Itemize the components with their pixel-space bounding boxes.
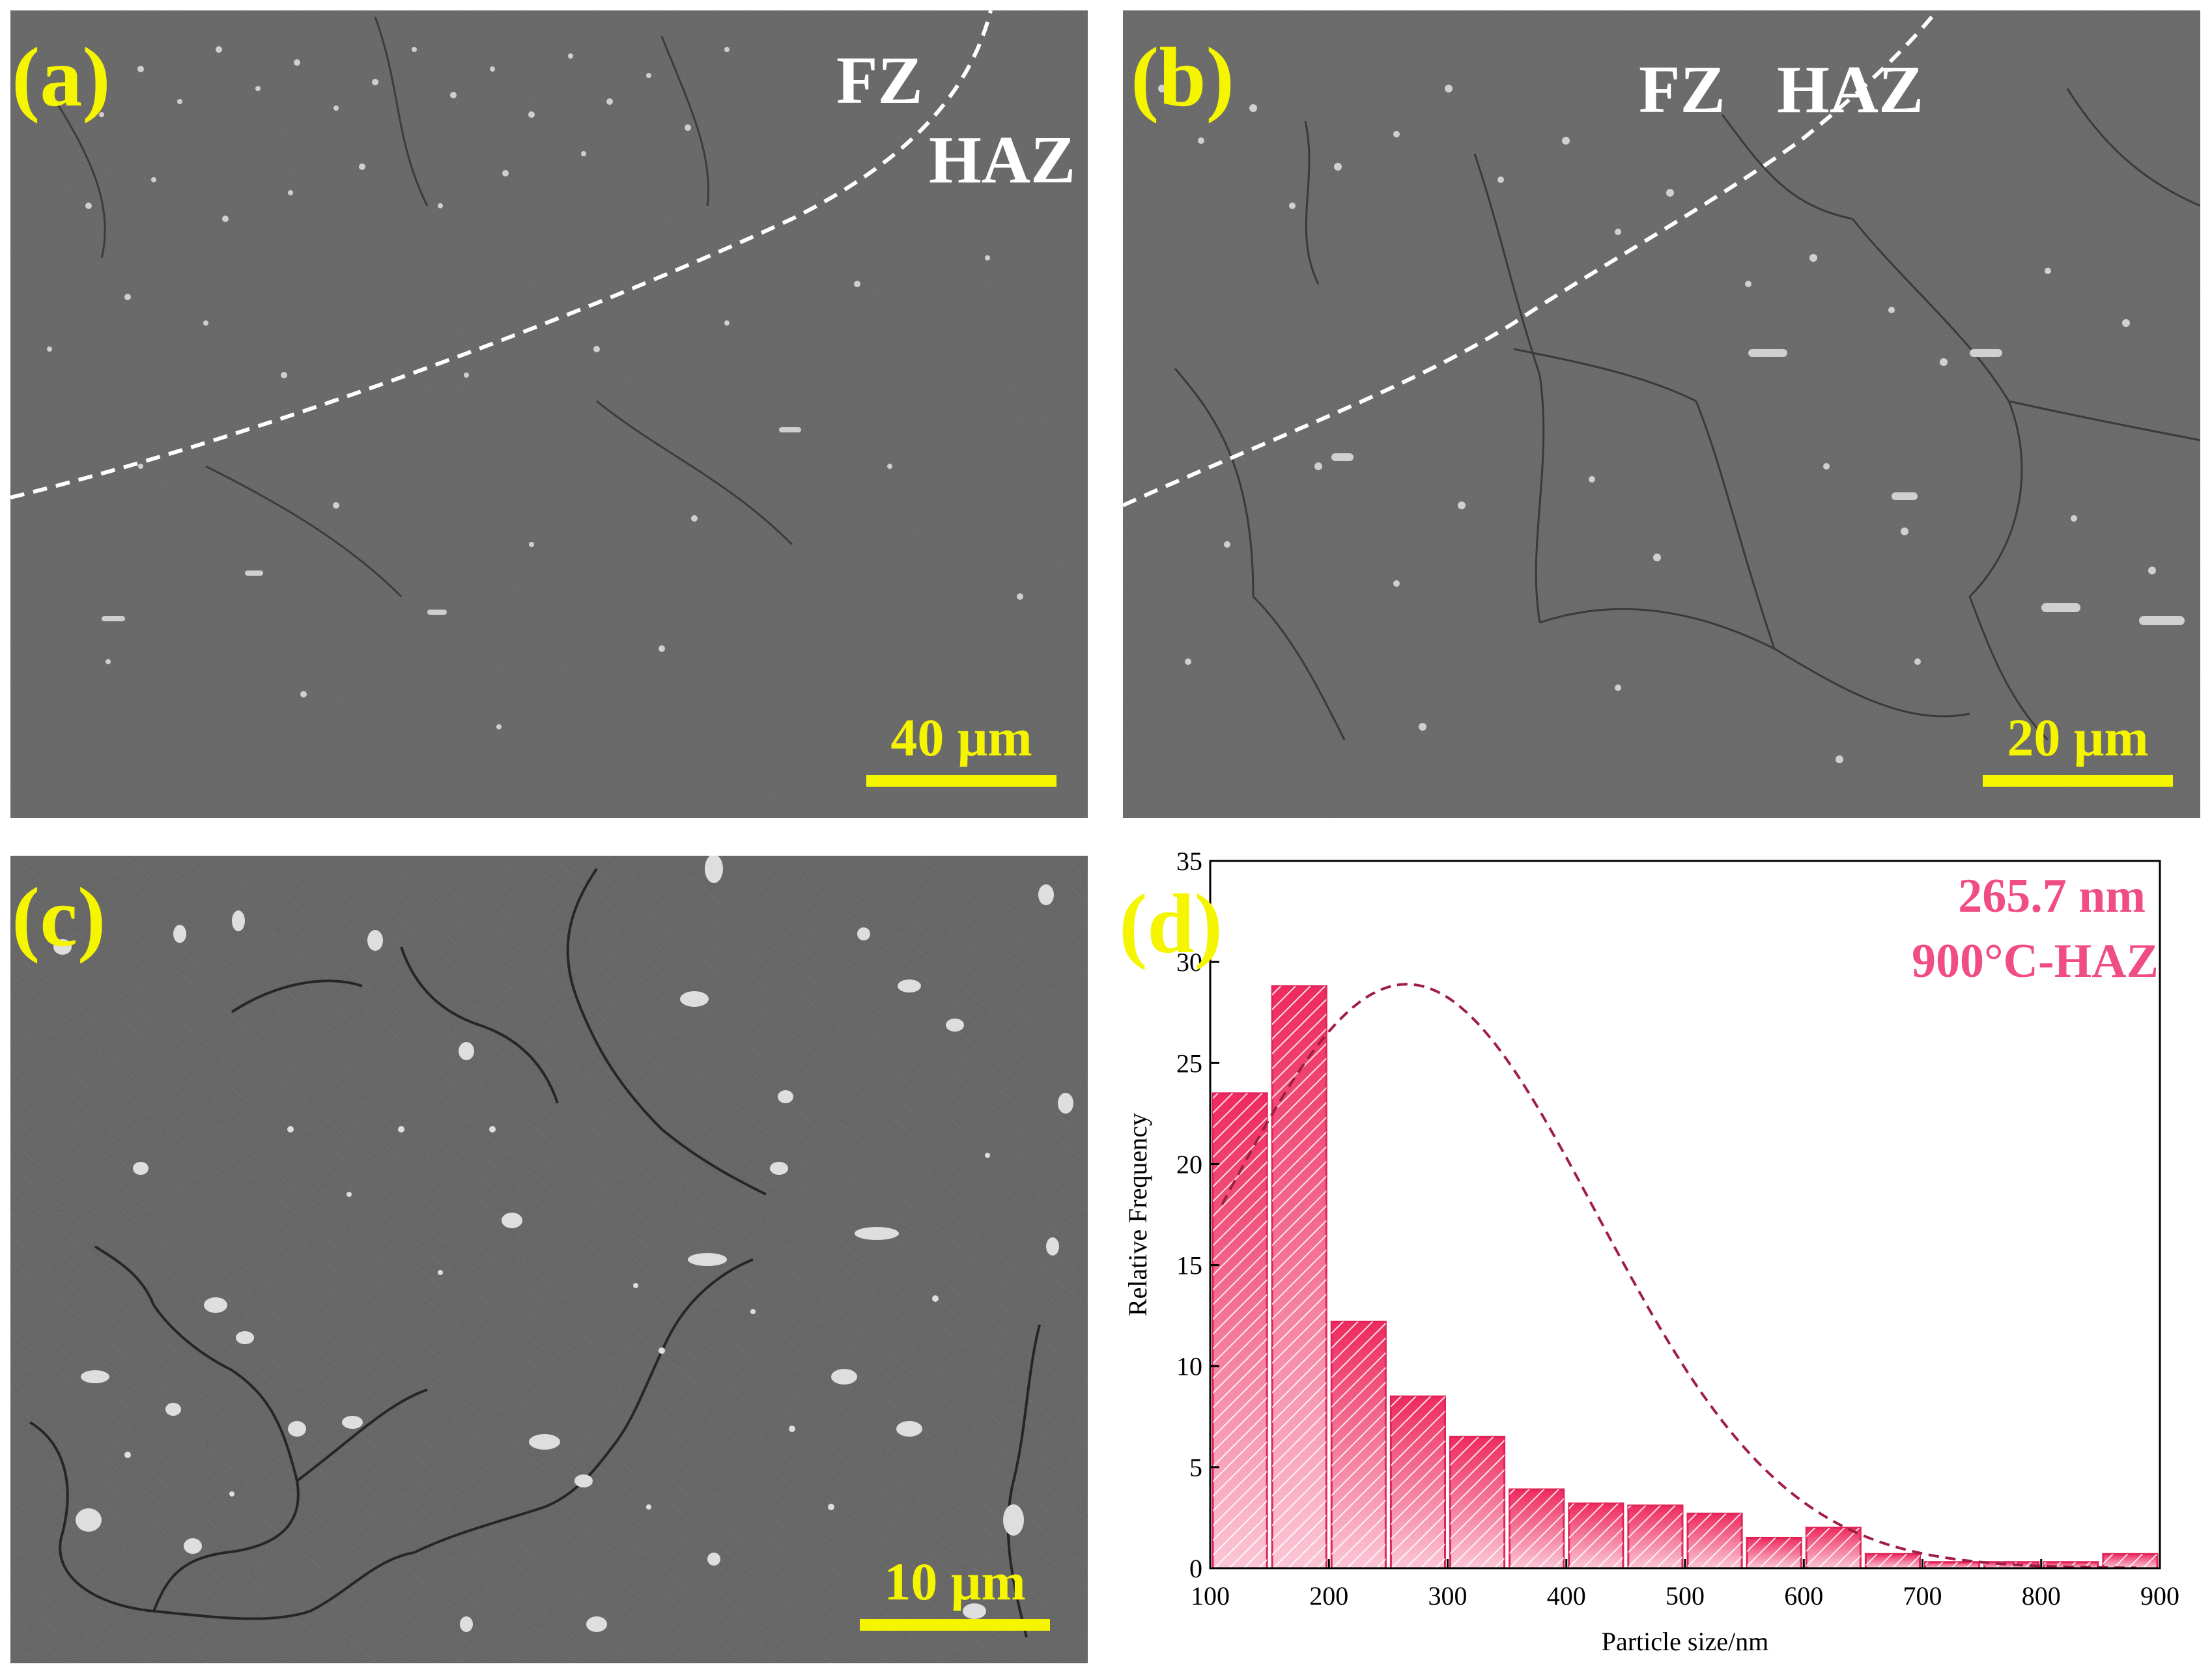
y-tick-label: 20 xyxy=(1176,1149,1202,1179)
histogram-bar xyxy=(1864,1553,1921,1569)
x-tick-label: 100 xyxy=(1191,1581,1230,1611)
panel-label-a: (a) xyxy=(12,31,111,124)
y-tick-label: 25 xyxy=(1176,1049,1202,1078)
sem-micrograph-a xyxy=(10,10,1088,818)
scale-bar-label-c: 10 μm xyxy=(884,1552,1026,1611)
histogram-bar xyxy=(1271,985,1327,1569)
condition-annotation: 900°C-HAZ xyxy=(1912,935,2159,988)
x-tick-label: 300 xyxy=(1428,1581,1468,1611)
particle-size-histogram: 100 200 300 400 500 600 700 800 900 0 5 10 15 20 25 30… xyxy=(1119,847,2179,1656)
x-axis-title: Particle size/nm xyxy=(1602,1627,1769,1656)
scale-bar-c xyxy=(860,1619,1050,1631)
zone-label-haz-b: HAZ xyxy=(1777,52,1924,127)
scale-bar-a xyxy=(866,775,1056,787)
precipitates-a xyxy=(47,46,1023,729)
histogram-bar xyxy=(1509,1488,1565,1569)
histogram-bar xyxy=(1746,1536,1802,1569)
sem-image-a: (a) FZ HAZ 40 μm xyxy=(10,10,1088,818)
histogram-bar xyxy=(1805,1527,1862,1569)
x-tick-label: 400 xyxy=(1547,1581,1586,1611)
histogram-bar xyxy=(1686,1512,1743,1569)
x-tick-label: 900 xyxy=(2140,1581,2179,1611)
x-tick-label: 200 xyxy=(1309,1581,1348,1611)
x-axis-ticks: 100 200 300 400 500 600 700 800 900 xyxy=(1191,1559,2179,1611)
x-tick-label: 600 xyxy=(1784,1581,1823,1611)
histogram-bar xyxy=(1568,1502,1624,1569)
x-tick-label: 500 xyxy=(1666,1581,1705,1611)
panel-label-d: (d) xyxy=(1119,877,1223,971)
fz-haz-boundary-a xyxy=(10,10,993,500)
y-tick-label: 10 xyxy=(1176,1352,1202,1381)
mean-size-annotation: 265.7 nm xyxy=(1958,869,2146,923)
zone-label-fz-b: FZ xyxy=(1639,52,1725,127)
precipitates-b xyxy=(1158,85,2185,763)
histogram-bar xyxy=(1389,1395,1446,1569)
histogram-bar xyxy=(1212,1092,1268,1569)
y-tick-label: 5 xyxy=(1189,1453,1202,1482)
y-tick-label: 30 xyxy=(1176,948,1202,977)
gaussian-fit-curve xyxy=(1221,983,2136,1569)
scale-bar-label-b: 20 μm xyxy=(2007,708,2149,767)
histogram-panel-d: 100 200 300 400 500 600 700 800 900 0 5 10 15 20 25 30… xyxy=(1110,847,2212,1675)
x-tick-label: 700 xyxy=(1903,1581,1942,1611)
panel-label-b: (b) xyxy=(1131,31,1234,124)
grain-boundaries-b xyxy=(1174,88,2200,741)
precipitates-c xyxy=(53,856,1073,1632)
sem-micrograph-c xyxy=(10,856,1088,1663)
histogram-bar xyxy=(2102,1553,2159,1569)
zone-label-haz-a: HAZ xyxy=(929,122,1076,197)
scale-bar-b xyxy=(1983,775,2173,787)
sem-image-c: (c) 10 μm xyxy=(10,856,1088,1663)
y-tick-label: 15 xyxy=(1176,1251,1202,1280)
histogram-bar xyxy=(1449,1435,1506,1569)
histogram-bar xyxy=(1330,1320,1387,1569)
scale-bar-label-a: 40 μm xyxy=(890,708,1032,767)
panel-label-c: (c) xyxy=(12,871,106,964)
grain-boundaries-a xyxy=(55,16,793,598)
grain-boundaries-c xyxy=(29,867,1041,1638)
zone-label-fz-a: FZ xyxy=(836,43,923,118)
y-axis-ticks: 0 5 10 15 20 25 30 35 xyxy=(1176,847,1219,1583)
histogram-bars xyxy=(1212,985,2159,1569)
y-tick-label: 35 xyxy=(1176,847,1202,876)
sem-micrograph-b xyxy=(1123,10,2200,818)
fz-haz-boundary-b xyxy=(1123,10,1939,507)
histogram-bar xyxy=(1627,1504,1684,1569)
x-tick-label: 800 xyxy=(2022,1581,2061,1611)
y-axis-title: Relative Frequency xyxy=(1123,1113,1152,1316)
y-tick-label: 0 xyxy=(1189,1554,1202,1583)
sem-image-b: (b) FZ HAZ 20 μm xyxy=(1123,10,2200,818)
